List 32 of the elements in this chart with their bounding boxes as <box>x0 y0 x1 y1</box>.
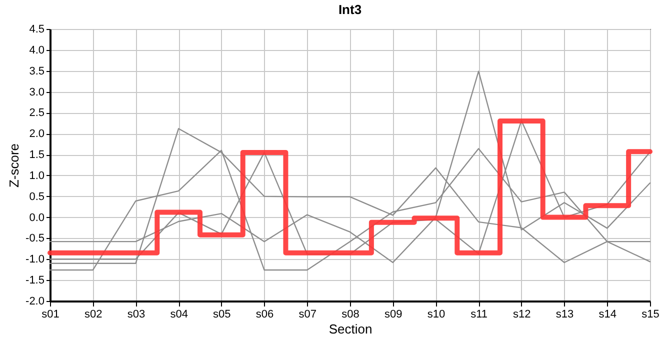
y-tick-label: 4.5 <box>29 24 44 36</box>
y-tick-label: 1.0 <box>29 170 44 182</box>
y-tick-label: 2.0 <box>29 128 44 140</box>
chart-title: Int3 <box>338 2 362 17</box>
x-tick-label: s01 <box>42 308 60 320</box>
y-tick-label: 1.5 <box>29 149 44 162</box>
y-tick-label: -2.0 <box>26 296 44 308</box>
y-tick-label: -0.5 <box>26 232 44 245</box>
y-tick-label: 2.5 <box>29 107 44 120</box>
y-tick-label: -1.5 <box>26 274 44 287</box>
y-tick-label: 0.0 <box>29 212 44 224</box>
x-tick-label: s12 <box>513 308 531 320</box>
x-tick-label: s09 <box>384 308 402 320</box>
x-tick-label: s15 <box>642 308 660 320</box>
y-tick-label: 4.0 <box>29 44 44 56</box>
x-tick-label: s13 <box>556 308 574 320</box>
x-tick-label: s02 <box>84 308 102 320</box>
y-tick-label: -1.0 <box>26 254 44 266</box>
y-tick-label: 3.0 <box>29 86 44 98</box>
x-tick-label: s07 <box>298 308 317 320</box>
x-tick-label: s04 <box>170 308 188 320</box>
x-tick-label: s14 <box>598 308 617 320</box>
x-tick-label: s08 <box>342 308 360 320</box>
y-tick-label: 0.5 <box>29 190 44 203</box>
x-axis-title: Section <box>328 322 372 336</box>
y-tick-label: 3.5 <box>29 65 44 78</box>
x-tick-label: s05 <box>213 308 231 320</box>
x-tick-label: s06 <box>256 308 274 320</box>
y-axis-title: Z-score <box>6 143 22 188</box>
x-tick-label: s10 <box>427 308 446 320</box>
x-tick-label: s03 <box>127 308 146 320</box>
x-tick-label: s11 <box>470 308 488 320</box>
